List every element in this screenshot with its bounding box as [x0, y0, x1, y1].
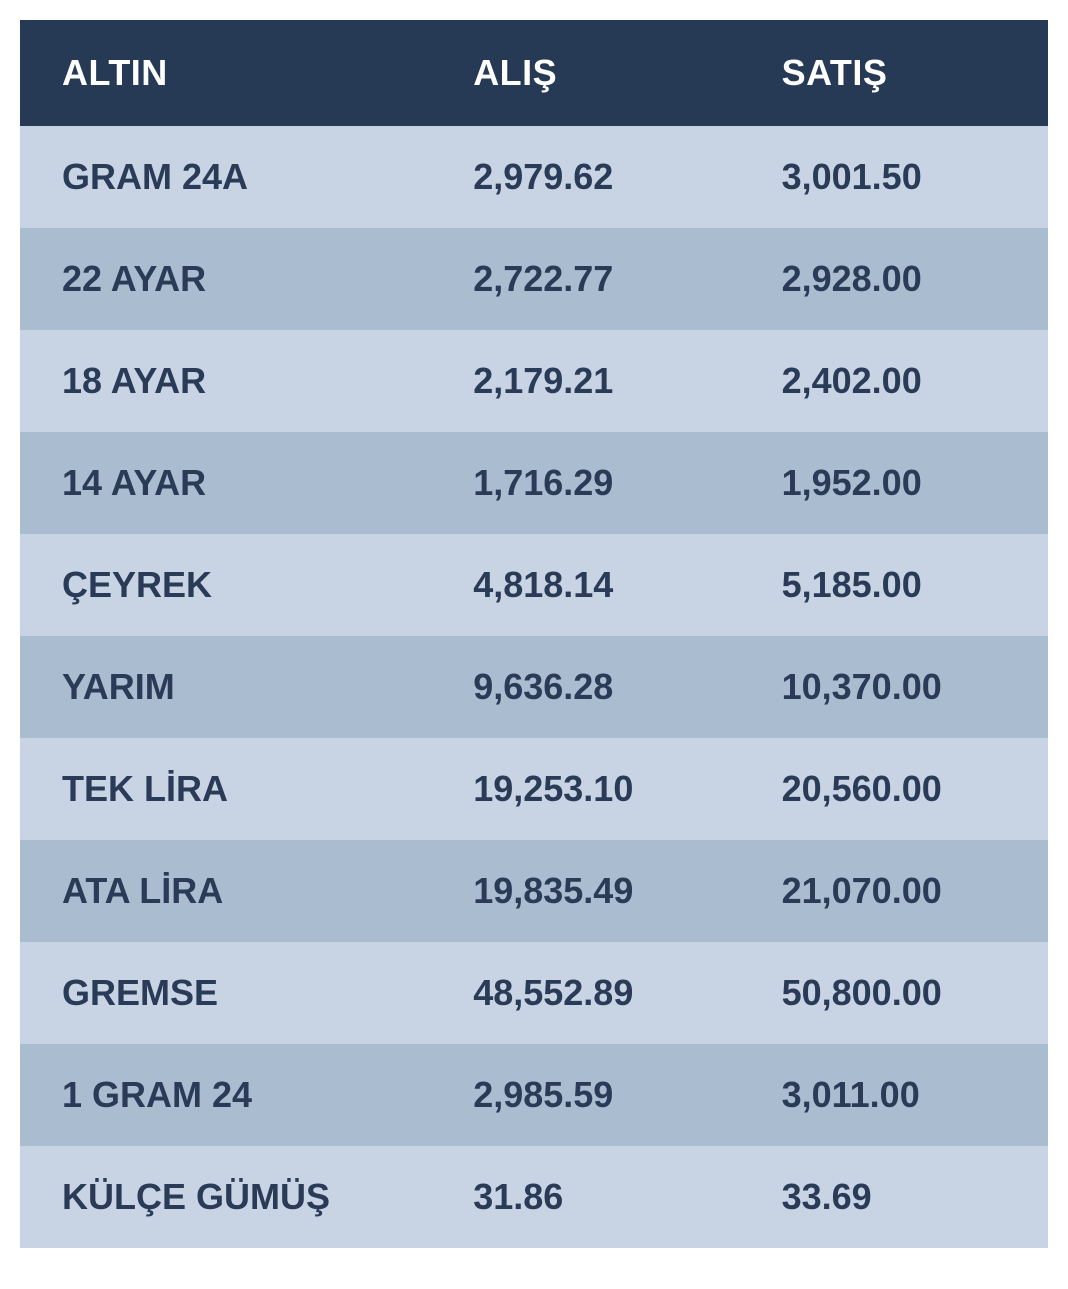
cell-sell: 1,952.00: [740, 432, 1048, 534]
cell-buy: 9,636.28: [431, 636, 739, 738]
table-row: YARIM 9,636.28 10,370.00: [20, 636, 1048, 738]
table-row: GRAM 24A 2,979.62 3,001.50: [20, 126, 1048, 228]
table-header-row: ALTIN ALIŞ SATIŞ: [20, 20, 1048, 126]
cell-name: 22 AYAR: [20, 228, 431, 330]
cell-buy: 2,722.77: [431, 228, 739, 330]
cell-sell: 50,800.00: [740, 942, 1048, 1044]
cell-name: GRAM 24A: [20, 126, 431, 228]
table-row: GREMSE 48,552.89 50,800.00: [20, 942, 1048, 1044]
cell-buy: 2,979.62: [431, 126, 739, 228]
table-row: KÜLÇE GÜMÜŞ 31.86 33.69: [20, 1146, 1048, 1248]
cell-name: 1 GRAM 24: [20, 1044, 431, 1146]
cell-name: 18 AYAR: [20, 330, 431, 432]
cell-sell: 21,070.00: [740, 840, 1048, 942]
table-header: ALTIN ALIŞ SATIŞ: [20, 20, 1048, 126]
cell-sell: 5,185.00: [740, 534, 1048, 636]
cell-sell: 33.69: [740, 1146, 1048, 1248]
cell-name: TEK LİRA: [20, 738, 431, 840]
cell-sell: 10,370.00: [740, 636, 1048, 738]
table-body: GRAM 24A 2,979.62 3,001.50 22 AYAR 2,722…: [20, 126, 1048, 1248]
cell-sell: 2,928.00: [740, 228, 1048, 330]
col-header-name: ALTIN: [20, 20, 431, 126]
col-header-sell: SATIŞ: [740, 20, 1048, 126]
table-row: 14 AYAR 1,716.29 1,952.00: [20, 432, 1048, 534]
cell-sell: 20,560.00: [740, 738, 1048, 840]
cell-buy: 19,835.49: [431, 840, 739, 942]
cell-sell: 3,001.50: [740, 126, 1048, 228]
cell-buy: 19,253.10: [431, 738, 739, 840]
gold-price-table: ALTIN ALIŞ SATIŞ GRAM 24A 2,979.62 3,001…: [20, 20, 1048, 1248]
cell-buy: 4,818.14: [431, 534, 739, 636]
cell-name: ÇEYREK: [20, 534, 431, 636]
table-row: ÇEYREK 4,818.14 5,185.00: [20, 534, 1048, 636]
cell-name: 14 AYAR: [20, 432, 431, 534]
cell-sell: 2,402.00: [740, 330, 1048, 432]
cell-name: GREMSE: [20, 942, 431, 1044]
table-row: ATA LİRA 19,835.49 21,070.00: [20, 840, 1048, 942]
cell-buy: 31.86: [431, 1146, 739, 1248]
table-row: 22 AYAR 2,722.77 2,928.00: [20, 228, 1048, 330]
table-row: 18 AYAR 2,179.21 2,402.00: [20, 330, 1048, 432]
cell-name: ATA LİRA: [20, 840, 431, 942]
col-header-buy: ALIŞ: [431, 20, 739, 126]
cell-buy: 1,716.29: [431, 432, 739, 534]
table-row: 1 GRAM 24 2,985.59 3,011.00: [20, 1044, 1048, 1146]
cell-buy: 48,552.89: [431, 942, 739, 1044]
table-row: TEK LİRA 19,253.10 20,560.00: [20, 738, 1048, 840]
gold-price-table-container: ALTIN ALIŞ SATIŞ GRAM 24A 2,979.62 3,001…: [0, 0, 1068, 1268]
cell-buy: 2,985.59: [431, 1044, 739, 1146]
cell-sell: 3,011.00: [740, 1044, 1048, 1146]
cell-buy: 2,179.21: [431, 330, 739, 432]
cell-name: KÜLÇE GÜMÜŞ: [20, 1146, 431, 1248]
cell-name: YARIM: [20, 636, 431, 738]
